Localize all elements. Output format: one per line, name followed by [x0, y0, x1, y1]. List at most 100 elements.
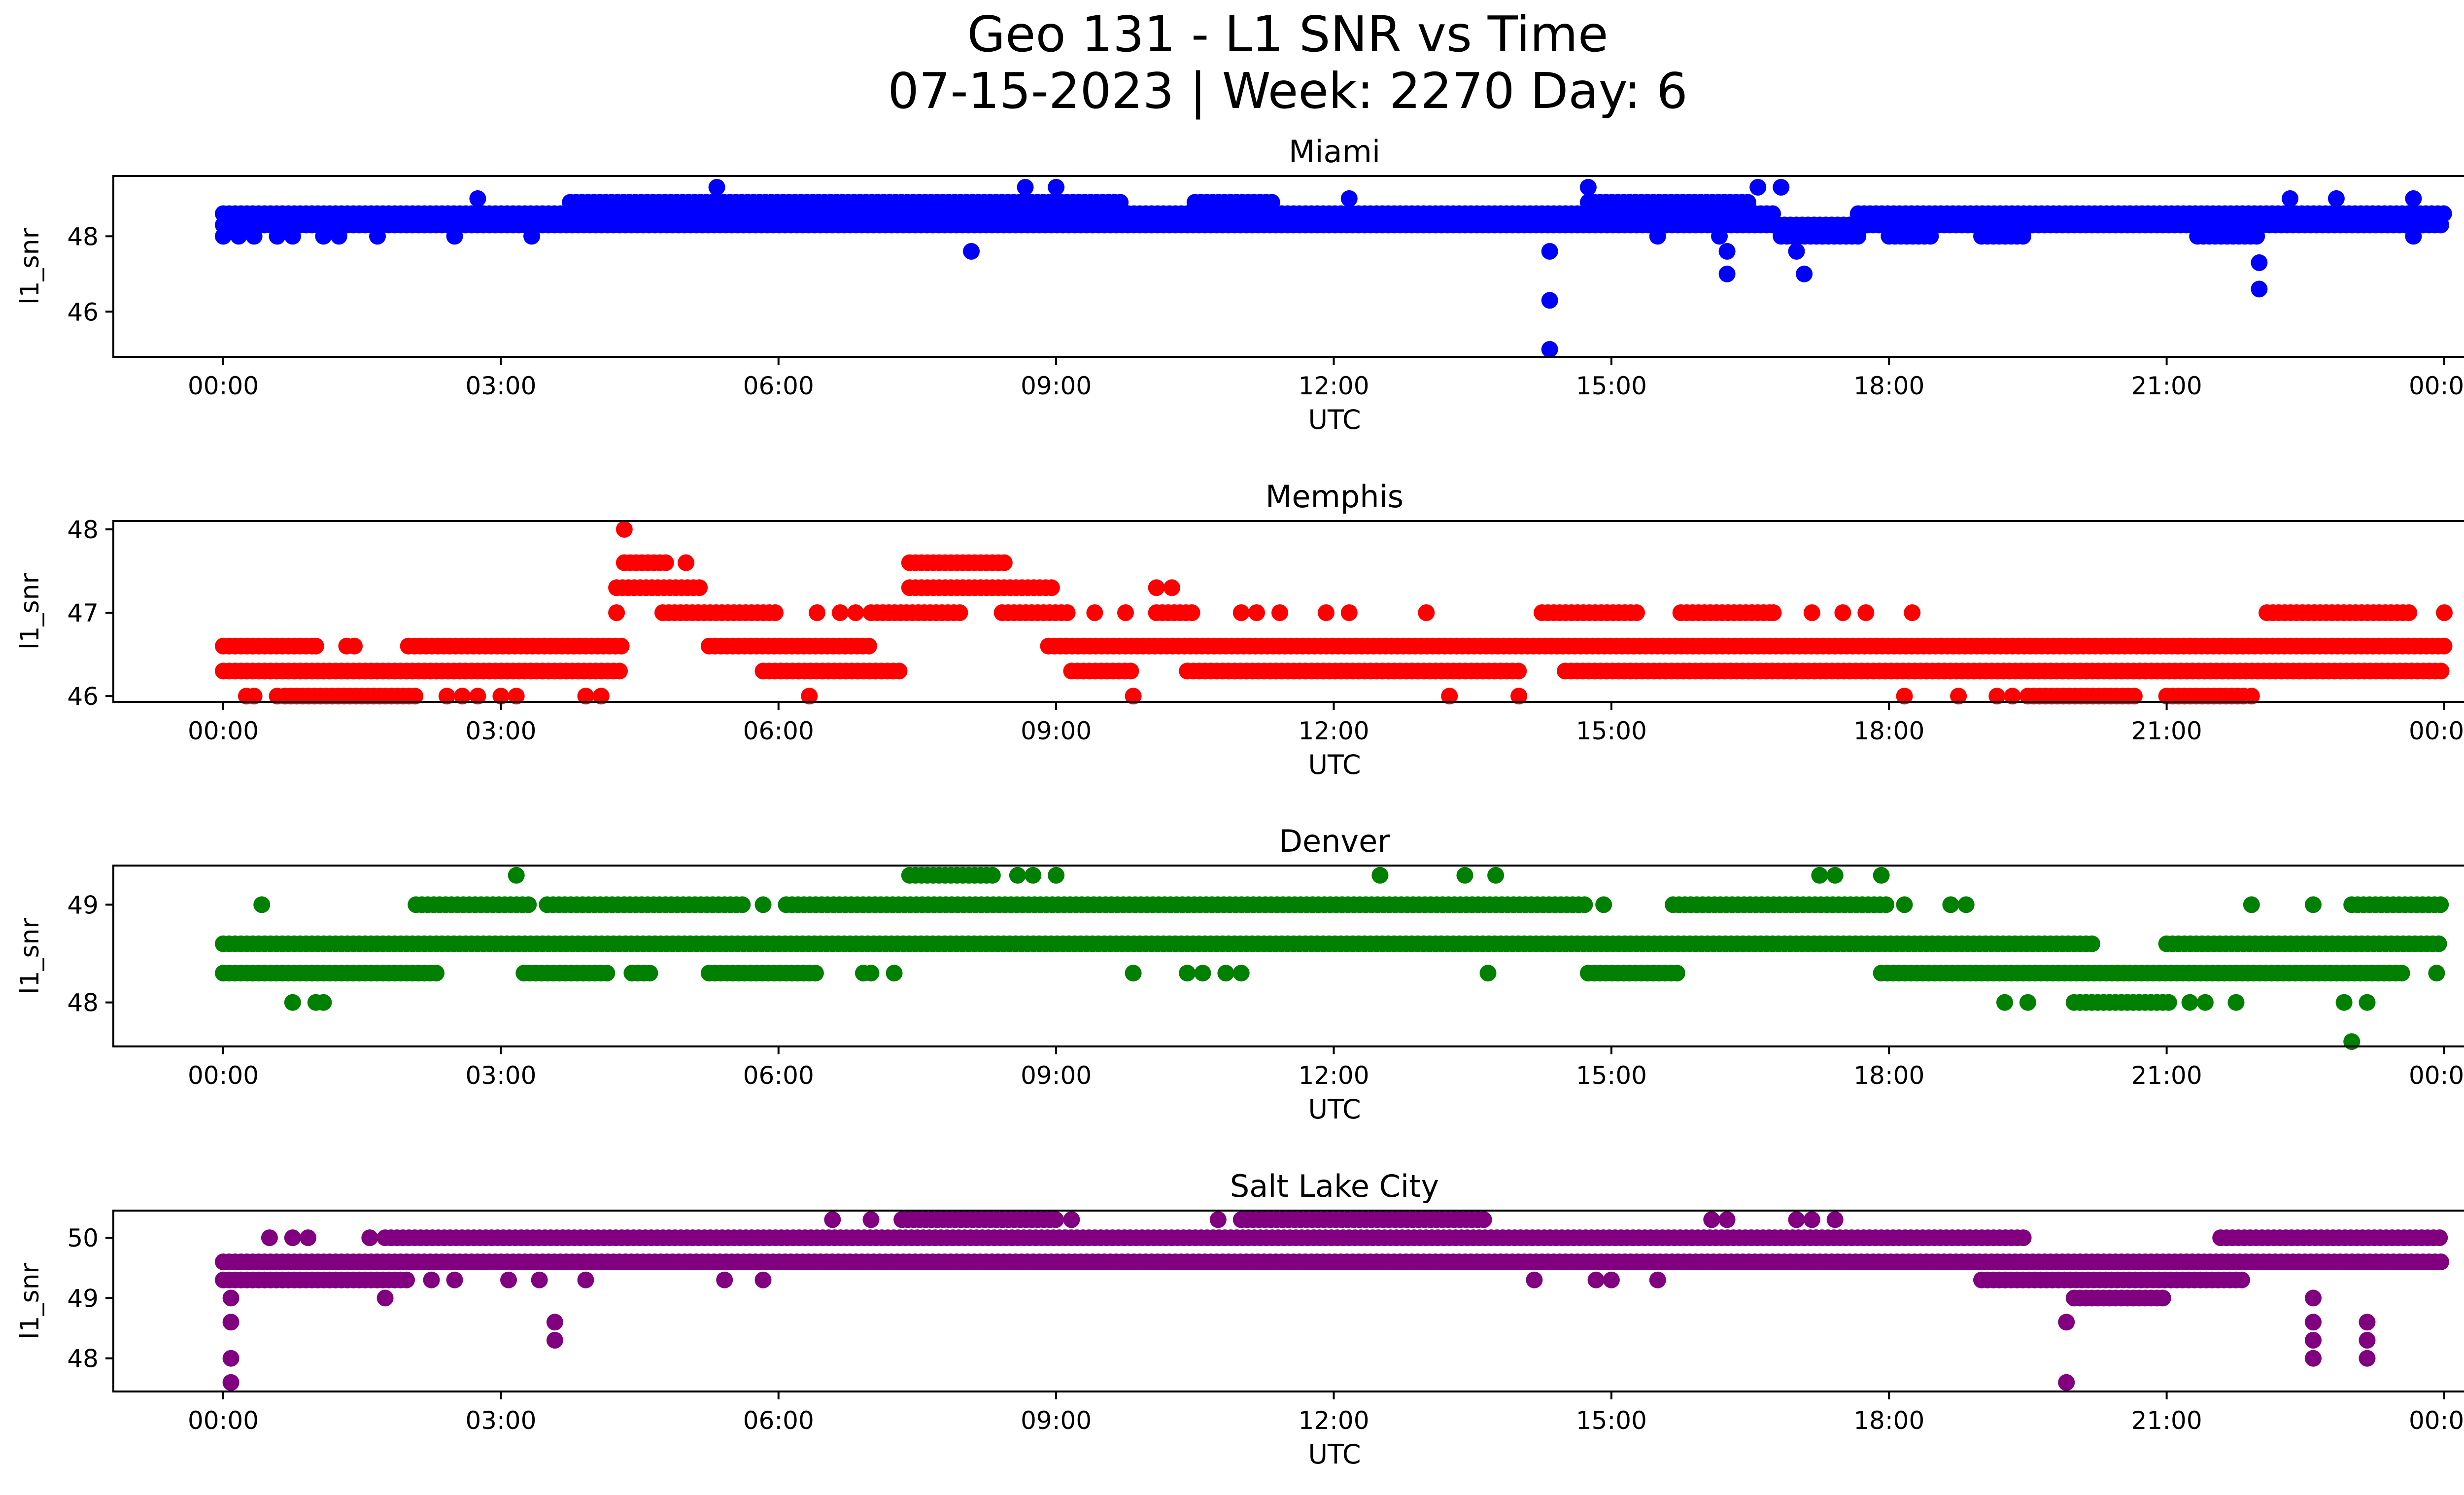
data-point — [245, 228, 263, 245]
data-point — [1194, 965, 1211, 982]
x-axis-label: UTC — [1308, 749, 1361, 780]
data-point — [2435, 205, 2452, 222]
x-tick-label: 12:00 — [1298, 1406, 1369, 1435]
plot-frame — [112, 175, 2464, 358]
data-point — [847, 604, 864, 621]
x-tick-label: 15:00 — [1576, 717, 1647, 745]
x-axis-label: UTC — [1308, 1439, 1361, 1470]
data-point — [1117, 604, 1134, 621]
data-point — [2400, 604, 2418, 621]
plot-frame — [112, 865, 2464, 1047]
data-point — [1595, 896, 1612, 913]
data-point — [1988, 688, 2006, 705]
data-point — [398, 1271, 415, 1288]
data-point — [1668, 965, 1685, 982]
x-axis-label: UTC — [1308, 404, 1361, 435]
data-point — [1711, 228, 1728, 245]
data-point — [2436, 604, 2453, 621]
data-point — [222, 1314, 240, 1331]
x-tick-label: 18:00 — [1853, 1406, 1924, 1435]
data-point — [2305, 1332, 2322, 1349]
data-point — [1873, 867, 1890, 884]
data-point — [2359, 1350, 2376, 1367]
data-point — [1047, 1211, 1064, 1228]
x-tick-label: 18:00 — [1853, 1061, 1924, 1090]
x-tick-label: 18:00 — [1853, 717, 1924, 745]
x-tick-label: 06:00 — [743, 717, 814, 745]
data-point — [407, 688, 424, 705]
data-point — [2181, 994, 2198, 1011]
panel-title: Denver — [1279, 823, 1390, 859]
data-point — [1059, 604, 1076, 621]
data-point — [754, 1271, 772, 1288]
data-point — [469, 190, 486, 207]
data-point — [1271, 604, 1288, 621]
data-point — [222, 1374, 240, 1391]
data-point — [376, 1289, 394, 1307]
data-point — [1788, 1211, 1805, 1228]
x-tick-label: 15:00 — [1576, 1406, 1647, 1435]
y-tick-label: 48 — [67, 1345, 99, 1373]
data-point — [1922, 228, 1939, 245]
data-point — [1826, 867, 1844, 884]
data-point — [807, 965, 824, 982]
data-point — [1541, 243, 1558, 260]
data-point — [2058, 1374, 2075, 1391]
panel-title: Memphis — [1266, 479, 1403, 515]
data-point — [1576, 896, 1593, 913]
data-point — [1475, 1211, 1492, 1228]
data-point — [508, 867, 525, 884]
x-tick-label: 06:00 — [743, 372, 814, 400]
data-point — [1017, 178, 1034, 196]
data-point — [2015, 1229, 2032, 1247]
data-point — [691, 579, 708, 596]
panel-title: Miami — [1289, 134, 1380, 170]
data-point — [2233, 1271, 2250, 1288]
data-point — [2335, 994, 2353, 1011]
data-point — [1649, 1271, 1666, 1288]
data-point — [1048, 867, 1065, 884]
data-point — [2430, 935, 2447, 952]
chart-panel-3: Salt Lake City 00:00 03:00 06:00 09:00 12:00 1… — [15, 1168, 2464, 1470]
data-point — [1950, 688, 1967, 705]
data-point — [1718, 265, 1736, 282]
data-point — [1086, 604, 1103, 621]
data-point — [862, 965, 880, 982]
data-point — [995, 554, 1013, 571]
data-point — [1122, 662, 1139, 680]
data-point — [531, 1271, 548, 1288]
data-point — [862, 1211, 880, 1228]
data-point — [2431, 1229, 2448, 1247]
data-point — [245, 688, 263, 705]
data-point — [222, 1350, 240, 1367]
data-point — [2405, 190, 2422, 207]
data-point — [592, 688, 610, 705]
x-tick-label: 06:00 — [743, 1406, 814, 1435]
y-tick-label: 46 — [67, 298, 99, 326]
chart-panel-0: Miami 00:00 03:00 06:00 09:00 12:00 15:00 18:00… — [15, 134, 2464, 435]
data-point — [546, 1314, 563, 1331]
series-markers — [215, 1211, 2449, 1391]
y-axis-label: l1_snr — [15, 917, 45, 994]
x-tick-label: 03:00 — [465, 1061, 536, 1090]
data-point — [1649, 228, 1666, 245]
y-axis-label: l1_snr — [15, 228, 45, 305]
data-point — [284, 1229, 301, 1247]
data-point — [1773, 178, 1790, 196]
data-point — [2305, 896, 2322, 913]
data-point — [492, 688, 510, 705]
data-point — [1834, 604, 1851, 621]
data-point — [300, 1229, 317, 1247]
series-markers — [215, 178, 2452, 358]
data-point — [1179, 965, 1196, 982]
data-point — [1163, 579, 1180, 596]
x-tick-label: 21:00 — [2131, 717, 2202, 745]
data-point — [1541, 292, 1558, 309]
data-point — [1048, 178, 1065, 196]
data-point — [716, 1271, 733, 1288]
figure-subtitle: 07-15-2023 | Week: 2270 Day: 6 — [888, 62, 1688, 120]
data-point — [2405, 228, 2422, 245]
data-point — [1739, 194, 1756, 211]
data-point — [767, 604, 784, 621]
